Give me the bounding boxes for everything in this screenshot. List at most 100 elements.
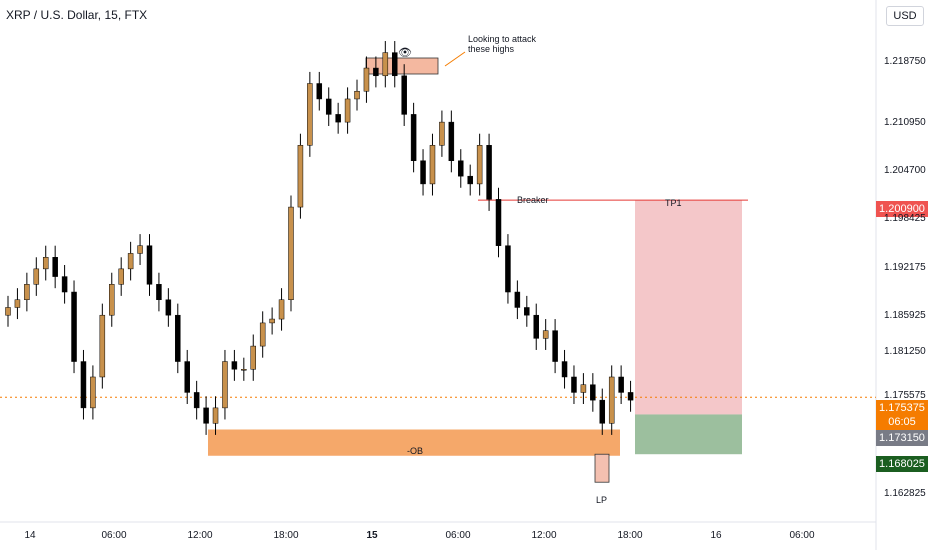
time-axis-label: 15 bbox=[366, 530, 378, 541]
candle-body bbox=[505, 245, 511, 293]
candle-body bbox=[467, 175, 473, 185]
sl-zone bbox=[635, 414, 742, 455]
candle-body bbox=[401, 75, 407, 115]
candle-body bbox=[165, 299, 172, 316]
price-axis-label: 1.181250 bbox=[884, 345, 926, 357]
candle-body bbox=[448, 121, 455, 161]
candle-body bbox=[24, 284, 30, 301]
candle-body bbox=[175, 314, 181, 362]
candle-body bbox=[146, 245, 153, 285]
breaker-label: Breaker bbox=[517, 195, 549, 205]
candle-body bbox=[222, 361, 228, 409]
price-axis-label: 1.198425 bbox=[884, 213, 926, 225]
time-axis-label: 18:00 bbox=[273, 530, 299, 541]
candle-body bbox=[156, 284, 162, 301]
candle-body bbox=[533, 314, 539, 339]
candle-body bbox=[316, 83, 323, 100]
time-axis-label: 12:00 bbox=[531, 530, 557, 541]
candle-body bbox=[297, 145, 304, 208]
candle-body bbox=[5, 307, 11, 316]
candle-body bbox=[590, 384, 596, 401]
price-axis-label: 1.210950 bbox=[884, 116, 926, 128]
entry-price-tag: 1.173150 bbox=[876, 430, 928, 446]
candle-body bbox=[335, 114, 341, 123]
candle-body bbox=[90, 376, 96, 409]
candle-body bbox=[203, 407, 209, 424]
eye-icon: 👁 bbox=[398, 47, 412, 59]
lp-label: LP bbox=[596, 495, 608, 505]
candle-body bbox=[524, 307, 530, 316]
candle-body bbox=[307, 83, 313, 146]
candle-body bbox=[561, 361, 568, 378]
current-price-tag: 1.175375 bbox=[876, 400, 928, 416]
candle-body bbox=[269, 318, 275, 324]
time-axis-label: 14 bbox=[24, 530, 36, 541]
currency-button[interactable]: USD bbox=[886, 6, 924, 26]
candle-body bbox=[250, 345, 257, 370]
candle-body bbox=[363, 67, 370, 92]
candle-body bbox=[495, 199, 502, 246]
candle-body bbox=[608, 376, 615, 424]
candle-body bbox=[382, 52, 389, 77]
candle-body bbox=[514, 291, 521, 308]
time-axis-label: 06:00 bbox=[789, 530, 815, 541]
time-axis-label: 16 bbox=[710, 530, 722, 541]
price-axis-label: 1.175575 bbox=[884, 389, 926, 401]
candle-body bbox=[52, 257, 58, 277]
candle-body bbox=[42, 257, 49, 270]
price-axis-label: 1.162825 bbox=[884, 488, 926, 500]
candle-body bbox=[109, 284, 115, 316]
candle-body bbox=[429, 145, 436, 185]
candle-body bbox=[137, 245, 143, 254]
candle-body bbox=[33, 268, 40, 285]
time-axis-label: 18:00 bbox=[617, 530, 643, 541]
candle-body bbox=[278, 299, 285, 320]
candle-body bbox=[458, 160, 464, 177]
time-axis-label: 06:00 bbox=[445, 530, 471, 541]
candle-body bbox=[599, 399, 606, 424]
candle-body bbox=[373, 67, 379, 77]
candle-body bbox=[325, 98, 332, 115]
price-axis-label: 1.218750 bbox=[884, 56, 926, 68]
candle-body bbox=[391, 52, 398, 77]
time-axis-label: 06:00 bbox=[101, 530, 127, 541]
price-axis-label: 1.204700 bbox=[884, 164, 926, 176]
current-time-tag: 06:05 bbox=[876, 414, 928, 430]
candle-body bbox=[99, 314, 106, 378]
lp-box bbox=[594, 453, 610, 483]
candle-body bbox=[627, 392, 634, 401]
ob-label: -OB bbox=[407, 446, 424, 456]
candle-body bbox=[14, 299, 21, 308]
candle-body bbox=[193, 392, 200, 409]
ob-zone bbox=[208, 429, 620, 456]
candle-body bbox=[241, 369, 247, 371]
candle-body bbox=[486, 145, 492, 200]
candle-body bbox=[80, 361, 87, 409]
candle-body bbox=[571, 376, 577, 393]
tp-price-tag: 1.200900 bbox=[876, 201, 928, 217]
candle-body bbox=[259, 322, 266, 347]
candle-body bbox=[420, 160, 426, 185]
candle-body bbox=[580, 384, 587, 393]
candle-body bbox=[552, 330, 558, 362]
candle-body bbox=[410, 114, 417, 161]
candle-body bbox=[184, 361, 190, 393]
sl-price-tag: 1.168025 bbox=[876, 456, 928, 472]
candle-body bbox=[127, 253, 134, 270]
chart-title: XRP / U.S. Dollar, 15, FTX bbox=[6, 8, 148, 22]
candle-body bbox=[212, 407, 219, 424]
candle-body bbox=[61, 276, 68, 293]
tp1-label: TP1 bbox=[665, 198, 682, 208]
candle-body bbox=[439, 121, 445, 146]
candle-body bbox=[618, 376, 624, 393]
candle-body bbox=[118, 268, 124, 285]
time-axis-label: 12:00 bbox=[187, 530, 213, 541]
candle-body bbox=[476, 145, 483, 185]
candle-body bbox=[344, 98, 351, 123]
candle-body bbox=[71, 291, 77, 362]
annotation-arrow bbox=[444, 51, 466, 67]
price-axis-label: 1.192175 bbox=[884, 261, 926, 273]
candle-body bbox=[354, 90, 360, 100]
